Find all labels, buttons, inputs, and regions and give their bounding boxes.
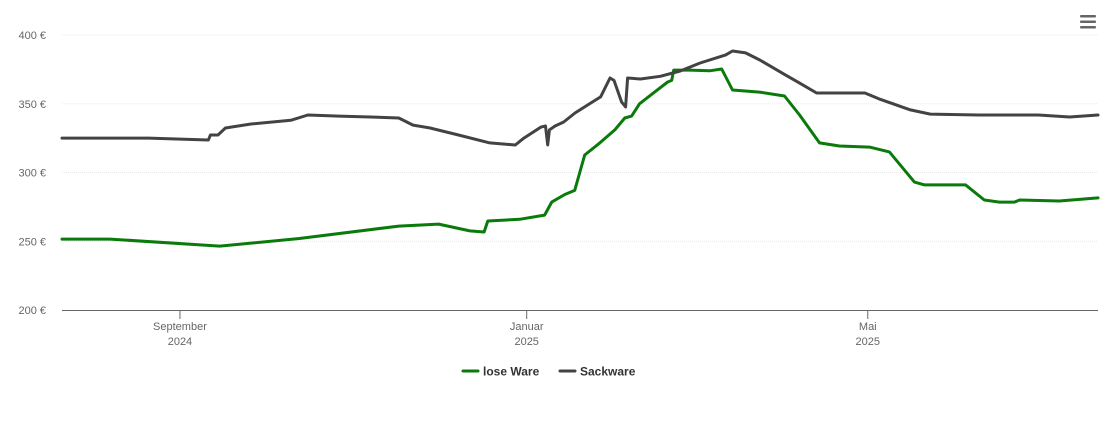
y-tick-label: 200 € — [18, 305, 46, 317]
y-tick-label: 300 € — [18, 168, 46, 180]
legend-label: lose Ware — [483, 365, 540, 379]
x-tick-label: Januar — [510, 321, 544, 333]
series-line-lose-ware — [60, 67, 1100, 248]
x-tick-label: 2025 — [514, 336, 538, 348]
legend: lose Ware Sackware — [461, 365, 636, 379]
x-tick-label: September — [153, 321, 207, 333]
series-lines — [60, 49, 1100, 248]
y-tick-label: 350 € — [18, 99, 46, 111]
series-line-sackware — [60, 49, 1100, 147]
y-axis: 200 € 250 € 300 € 350 € 400 € — [18, 30, 46, 317]
y-tick-label: 400 € — [18, 30, 46, 42]
hamburger-menu-icon[interactable] — [1078, 12, 1098, 32]
y-tick-label: 250 € — [18, 236, 46, 248]
x-tick-label: 2024 — [168, 336, 192, 348]
x-axis: September 2024 Januar 2025 Mai 2025 — [62, 310, 1098, 348]
x-tick-label: 2025 — [856, 336, 880, 348]
legend-label: Sackware — [580, 365, 636, 379]
grid — [62, 34, 1098, 242]
x-tick-label: Mai — [859, 321, 877, 333]
